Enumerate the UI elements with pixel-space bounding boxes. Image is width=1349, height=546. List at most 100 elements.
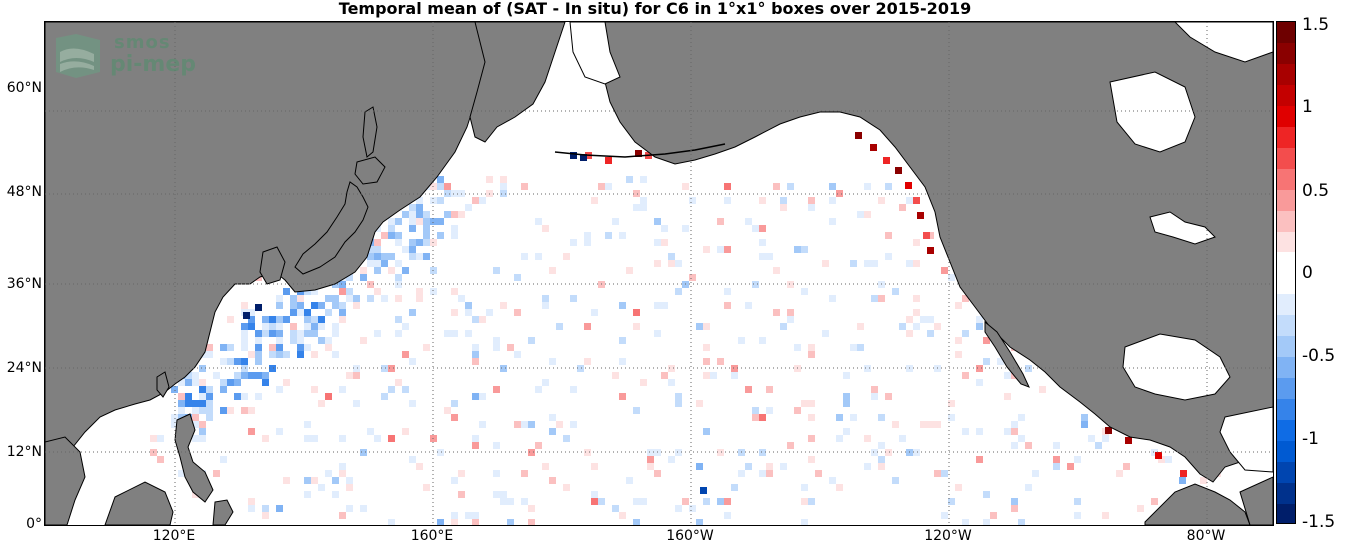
colorbar-step: [1277, 147, 1295, 169]
data-cell: [766, 463, 773, 470]
data-cell: [941, 512, 948, 519]
data-cell: [381, 393, 388, 400]
data-cell: [500, 183, 507, 190]
data-cell: [535, 218, 542, 225]
data-cell: [283, 477, 290, 484]
data-cell: [409, 400, 416, 407]
data-cell: [703, 358, 710, 365]
data-cell: [318, 337, 325, 344]
colorbar-step: [1277, 42, 1295, 64]
data-cell: [843, 400, 850, 407]
data-cell: [808, 498, 815, 505]
data-cell: [759, 253, 766, 260]
data-cell: [423, 253, 430, 260]
data-cell: [864, 183, 871, 190]
map-canvas: [45, 22, 1273, 525]
data-cell: [745, 302, 752, 309]
data-cell: [528, 505, 535, 512]
colorbar-step: [1277, 503, 1295, 523]
data-cell: [731, 372, 738, 379]
data-cell: [451, 400, 458, 407]
bering-sea-ice-free: [569, 22, 621, 85]
data-cell: [808, 197, 815, 204]
data-cell: [388, 435, 395, 442]
data-cell: [395, 281, 402, 288]
data-cell: [248, 372, 255, 379]
data-cell: [976, 428, 983, 435]
data-cell: [304, 344, 311, 351]
data-cell: [493, 344, 500, 351]
great-lakes: [1149, 211, 1216, 245]
data-cell: [962, 519, 969, 525]
map-panel[interactable]: [44, 21, 1274, 526]
data-cell: [297, 351, 304, 358]
hudson-bay: [1109, 71, 1196, 153]
data-cell: [878, 414, 885, 421]
data-cell: [437, 519, 444, 525]
data-cell: [388, 519, 395, 525]
data-cell: [787, 316, 794, 323]
data-cell: [241, 323, 248, 330]
data-cell: [521, 253, 528, 260]
data-cell: [416, 218, 423, 225]
data-cell: [332, 281, 339, 288]
data-cell: [1004, 372, 1011, 379]
data-cell: [780, 197, 787, 204]
data-cell: [766, 386, 773, 393]
data-cell: [948, 498, 955, 505]
data-cell: [199, 407, 206, 414]
colorbar-label-neg0.5: -0.5: [1302, 346, 1336, 366]
gulf-of-mexico: [1122, 333, 1231, 401]
data-cell: [612, 372, 619, 379]
data-cell: [269, 323, 276, 330]
data-cell: [206, 393, 213, 400]
data-cell: [700, 487, 707, 494]
data-cell: [395, 379, 402, 386]
data-cell: [381, 365, 388, 372]
colorbar-step: [1277, 231, 1295, 253]
data-cell: [682, 183, 689, 190]
colorbar: [1276, 21, 1296, 524]
data-cell: [878, 456, 885, 463]
data-cell: [962, 295, 969, 302]
data-cell: [570, 421, 577, 428]
data-cell: [185, 400, 192, 407]
data-cell: [535, 253, 542, 260]
data-cell: [325, 470, 332, 477]
data-cell: [374, 330, 381, 337]
colorbar-label-neg1: -1: [1302, 429, 1319, 449]
data-cell: [647, 449, 654, 456]
data-cell: [640, 176, 647, 183]
data-cell: [248, 407, 255, 414]
data-cell: [409, 309, 416, 316]
data-cell: [703, 498, 710, 505]
data-cell: [241, 365, 248, 372]
data-cell: [612, 218, 619, 225]
data-cell: [402, 267, 409, 274]
data-cell: [906, 330, 913, 337]
data-cell: [801, 400, 808, 407]
data-cell: [514, 309, 521, 316]
data-cell: [605, 232, 612, 239]
data-cell: [1074, 512, 1081, 519]
data-cell: [913, 309, 920, 316]
data-cell: [178, 379, 185, 386]
data-cell: [297, 337, 304, 344]
data-cell: [178, 407, 185, 414]
data-cell: [962, 428, 969, 435]
data-cell: [248, 316, 255, 323]
data-cell: [486, 176, 493, 183]
colorbar-step: [1277, 462, 1295, 483]
data-cell: [864, 211, 871, 218]
data-cell: [633, 498, 640, 505]
data-cell: [948, 274, 955, 281]
data-cell: [675, 288, 682, 295]
data-cell: [808, 204, 815, 211]
data-cell: [766, 407, 773, 414]
data-cell: [262, 435, 269, 442]
data-cell: [178, 393, 185, 400]
data-cell: [332, 491, 339, 498]
data-cell: [920, 421, 927, 428]
data-cell: [402, 351, 409, 358]
data-cell: [703, 323, 710, 330]
